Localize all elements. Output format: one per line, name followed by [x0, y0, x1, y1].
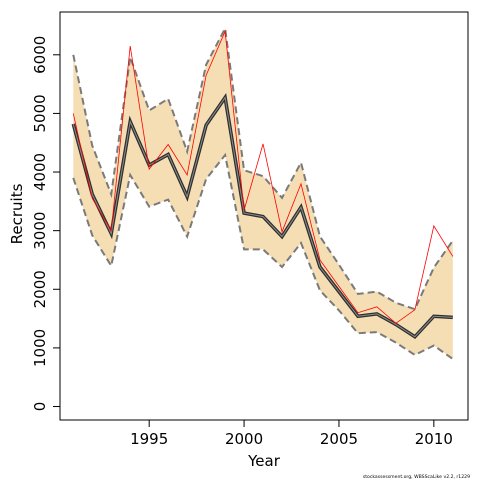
confidence-band — [72, 25, 454, 360]
plot-frame — [59, 11, 469, 421]
y-tick-label: 5000 — [31, 94, 49, 132]
y-axis-title: Recruits — [8, 183, 26, 244]
x-tick-label: 2005 — [320, 430, 358, 448]
x-tick-label: 1995 — [130, 430, 168, 448]
x-axis: 1995 2000 2005 2010 — [130, 420, 453, 448]
x-axis-title: Year — [247, 452, 281, 470]
estimate-line-highlight — [72, 96, 453, 338]
y-tick-label: 6000 — [31, 36, 49, 74]
series-lines — [71, 29, 454, 340]
x-tick-label: 2010 — [415, 430, 453, 448]
y-tick-label: 2000 — [31, 270, 49, 308]
lower-bound-line — [72, 152, 454, 360]
observed-line — [72, 29, 454, 324]
y-tick-label: 1000 — [31, 329, 49, 367]
upper-bound-line — [72, 25, 454, 311]
y-tick-label: 4000 — [31, 153, 49, 191]
x-tick-label: 2000 — [225, 430, 263, 448]
footer-credit: stockassessment.org, WBSScaLike v2.2, r1… — [363, 474, 470, 480]
y-tick-label: 0 — [31, 402, 49, 412]
y-axis: 0 1000 2000 3000 4000 5000 6000 — [31, 36, 60, 412]
y-tick-label: 3000 — [31, 212, 49, 250]
confidence-band-fill — [73, 28, 453, 360]
